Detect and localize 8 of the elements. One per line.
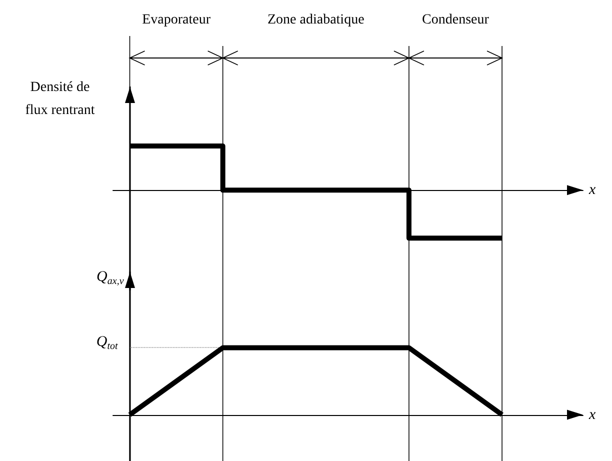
y-axis-title: Q$_{ax,v}$ <box>96 268 124 289</box>
x-axis-title: x <box>588 406 596 423</box>
ref-line-label: Q$_{tot}$ <box>96 332 118 354</box>
text: Evaporateur <box>142 12 211 28</box>
text: Condenseur <box>422 12 490 28</box>
y-axis-title: Densité de flux rentrant <box>24 79 96 120</box>
text: Zone adiabatique <box>267 12 364 28</box>
x-axis-title: x <box>588 182 596 198</box>
